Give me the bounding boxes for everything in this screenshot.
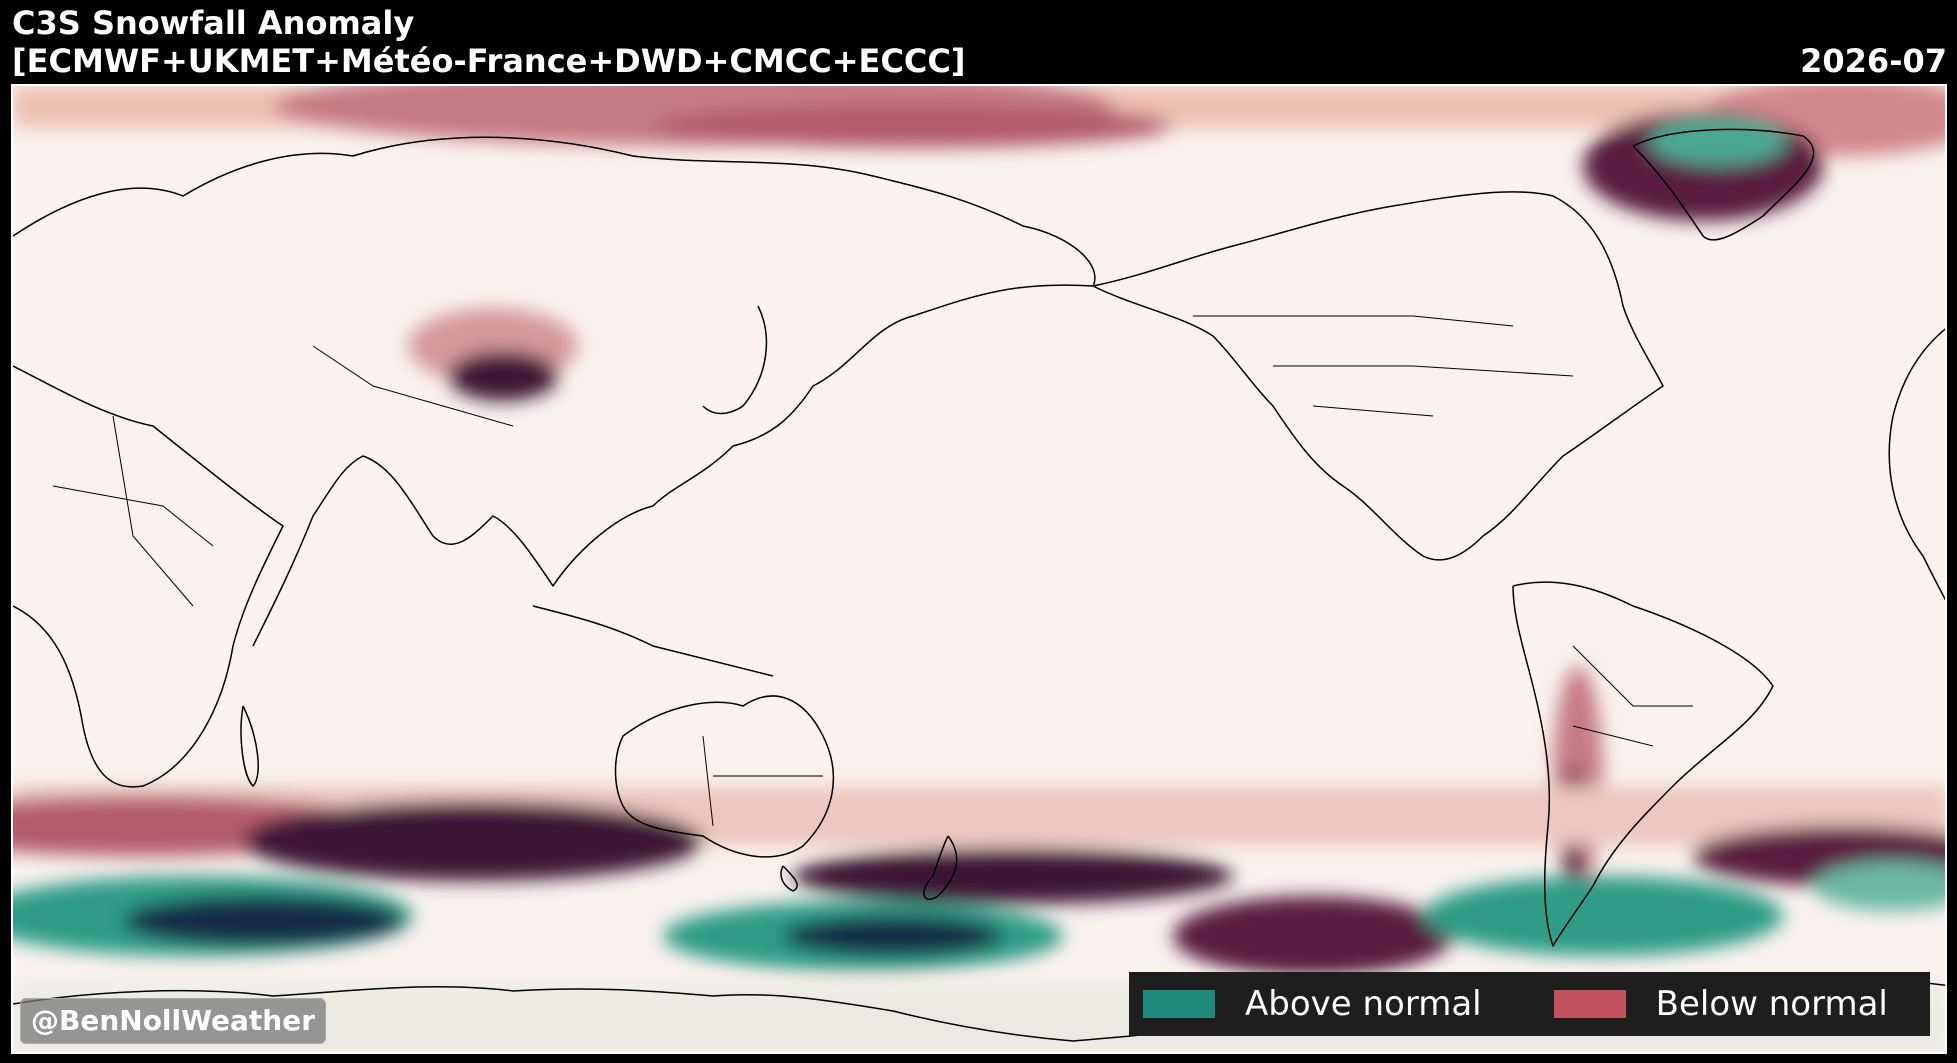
country-borders <box>52 315 1693 827</box>
madagascar-coast <box>240 705 259 787</box>
asia-east-coast <box>652 284 1094 507</box>
australia-coast <box>614 695 835 858</box>
snowfall-anomaly-map <box>13 86 1945 1052</box>
above-normal-swatch <box>1143 990 1215 1018</box>
africa-coast <box>13 365 284 788</box>
indonesia-coast <box>532 605 774 677</box>
north-america-coast <box>1092 191 1664 561</box>
below-normal-label: Below normal <box>1655 984 1888 1024</box>
above-normal-label: Above normal <box>1245 984 1482 1024</box>
below-normal-swatch <box>1553 990 1626 1018</box>
legend: Above normal Below normal <box>1129 972 1930 1036</box>
tasmania-coast <box>780 865 798 892</box>
japan-coast <box>702 305 768 415</box>
forecast-date: 2026-07 <box>1800 42 1947 80</box>
greenland-coast <box>1632 128 1815 241</box>
map-area <box>11 84 1947 1054</box>
eurasia-north-coast <box>13 136 1096 287</box>
chart-subtitle: [ECMWF+UKMET+Météo-France+DWD+CMCC+ECCC] <box>12 42 966 80</box>
south-asia-coast <box>252 455 654 647</box>
south-america-coast <box>1512 581 1774 947</box>
west-africa-coast <box>1888 328 1945 601</box>
anomaly-field <box>13 86 1945 1052</box>
chart-title: C3S Snowfall Anomaly <box>12 4 415 42</box>
credit-badge: @BenNollWeather <box>20 998 327 1044</box>
new-zealand-coast <box>923 835 958 900</box>
